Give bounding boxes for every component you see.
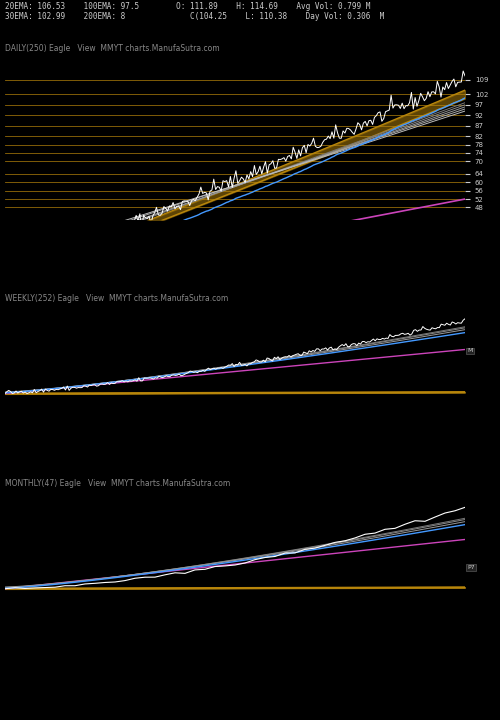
Text: MONTHLY(47) Eagle   View  MMYT charts.ManufaSutra.com: MONTHLY(47) Eagle View MMYT charts.Manuf… [5,480,230,488]
Text: 20EMA: 106.53    100EMA: 97.5        O: 111.89    H: 114.69    Avg Vol: 0.799 M: 20EMA: 106.53 100EMA: 97.5 O: 111.89 H: … [5,2,370,11]
Text: P7: P7 [468,565,475,570]
Text: WEEKLY(252) Eagle   View  MMYT charts.ManufaSutra.com: WEEKLY(252) Eagle View MMYT charts.Manuf… [5,294,228,303]
Text: DAILY(250) Eagle   View  MMYT charts.ManufaSutra.com: DAILY(250) Eagle View MMYT charts.Manufa… [5,45,220,53]
Text: M: M [468,348,472,354]
Text: 30EMA: 102.99    200EMA: 8              C(104.25    L: 110.38    Day Vol: 0.306 : 30EMA: 102.99 200EMA: 8 C(104.25 L: 110.… [5,12,384,21]
